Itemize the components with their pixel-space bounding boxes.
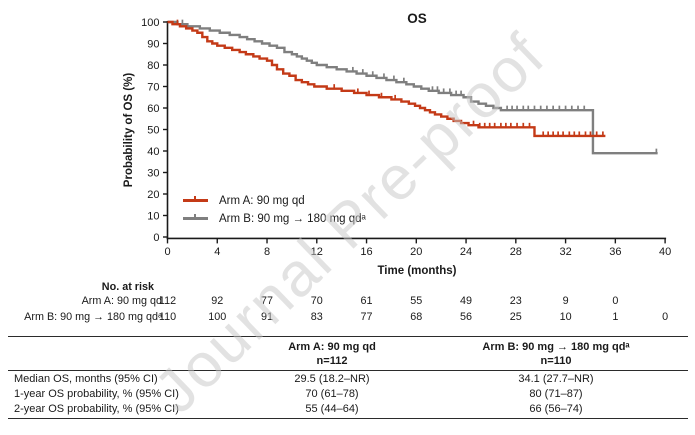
svg-text:70: 70 (147, 81, 159, 93)
summary-median-arm-b: 34.1 (27.7–NR) (518, 373, 594, 385)
svg-text:30: 30 (147, 167, 159, 179)
svg-text:50: 50 (147, 124, 159, 136)
svg-text:36: 36 (609, 246, 621, 258)
legend-label-arm-b: Arm B: 90 mg → 180 mg qdᵃ (219, 212, 366, 225)
risk-count: 55 (410, 295, 423, 307)
risk-count: 110 (158, 311, 177, 323)
summary-2yr-arm-b: 66 (56–74) (529, 403, 583, 415)
svg-text:16: 16 (360, 246, 372, 258)
summary-row-2yr-label: 2-year OS probability, % (95% CI) (14, 403, 179, 415)
risk-count: 112 (158, 295, 177, 307)
risk-count: 100 (208, 311, 227, 323)
risk-count: 56 (460, 311, 473, 323)
summary-col-a-n: n=112 (316, 355, 348, 367)
legend-label-arm-a: Arm A: 90 mg qd (219, 194, 305, 207)
risk-count: 0 (612, 295, 619, 307)
svg-text:90: 90 (147, 38, 159, 50)
summary-col-b-title: Arm B: 90 mg → 180 mg qdᵃ (482, 341, 630, 353)
plot-title: OS (407, 11, 427, 26)
svg-text:24: 24 (460, 246, 472, 258)
summary-col-a-title: Arm A: 90 mg qd (288, 341, 376, 353)
svg-text:80: 80 (147, 60, 159, 72)
table-rule-bottom (8, 418, 688, 419)
arm-b-line-marker-icon (183, 214, 208, 220)
risk-count: 68 (410, 311, 423, 323)
risk-count: 23 (509, 295, 522, 307)
svg-text:0: 0 (153, 232, 159, 244)
risk-count: 70 (310, 295, 323, 307)
summary-2yr-arm-a: 55 (44–64) (305, 403, 359, 415)
table-rule-top (8, 336, 688, 337)
svg-text:40: 40 (659, 246, 671, 258)
svg-text:32: 32 (559, 246, 571, 258)
risk-row-label-arm-b: Arm B: 90 mg → 180 mg qdᵃ (24, 311, 162, 323)
summary-col-b-n: n=110 (540, 355, 572, 367)
svg-text:12: 12 (311, 246, 323, 258)
risk-count: 25 (509, 311, 522, 323)
svg-text:8: 8 (264, 246, 270, 258)
risk-table-header: No. at risk (101, 281, 154, 293)
svg-text:28: 28 (510, 246, 522, 258)
risk-count: 77 (261, 295, 274, 307)
risk-count: 61 (360, 295, 373, 307)
arm-a-line-marker-icon (183, 196, 208, 202)
svg-text:0: 0 (164, 246, 170, 258)
risk-count: 0 (662, 311, 669, 323)
x-axis-label: Time (months) (377, 265, 457, 277)
risk-count: 9 (562, 295, 569, 307)
table-rule-header (8, 370, 688, 371)
summary-row-median-label: Median OS, months (95% CI) (14, 373, 158, 385)
risk-count: 77 (360, 311, 373, 323)
km-plot-svg: 0 10 20 30 40 50 60 70 80 90 100 0 4 8 12 16 20 24 28 32 36 4… (141, 17, 671, 258)
summary-1yr-arm-a: 70 (61–78) (305, 388, 359, 400)
svg-text:60: 60 (147, 103, 159, 115)
svg-text:40: 40 (147, 146, 159, 158)
risk-count: 83 (310, 311, 323, 323)
legend: Arm A: 90 mg qd Arm B: 90 mg → 180 mg qd… (183, 193, 366, 226)
legend-entry-arm-b: Arm B: 90 mg → 180 mg qdᵃ (183, 211, 366, 226)
svg-text:10: 10 (147, 210, 159, 222)
risk-count: 49 (460, 295, 473, 307)
risk-count: 10 (559, 311, 572, 323)
svg-text:4: 4 (214, 246, 220, 258)
summary-1yr-arm-b: 80 (71–87) (529, 388, 583, 400)
svg-text:20: 20 (410, 246, 422, 258)
svg-text:20: 20 (147, 189, 159, 201)
risk-row-label-arm-a: Arm A: 90 mg qd (81, 295, 162, 307)
risk-count: 92 (211, 295, 224, 307)
risk-count: 91 (261, 311, 274, 323)
summary-median-arm-a: 29.5 (18.2–NR) (294, 373, 370, 385)
summary-row-1yr-label: 1-year OS probability, % (95% CI) (14, 388, 179, 400)
risk-count: 1 (612, 311, 619, 323)
svg-text:100: 100 (141, 17, 159, 29)
legend-entry-arm-a: Arm A: 90 mg qd (183, 193, 366, 208)
